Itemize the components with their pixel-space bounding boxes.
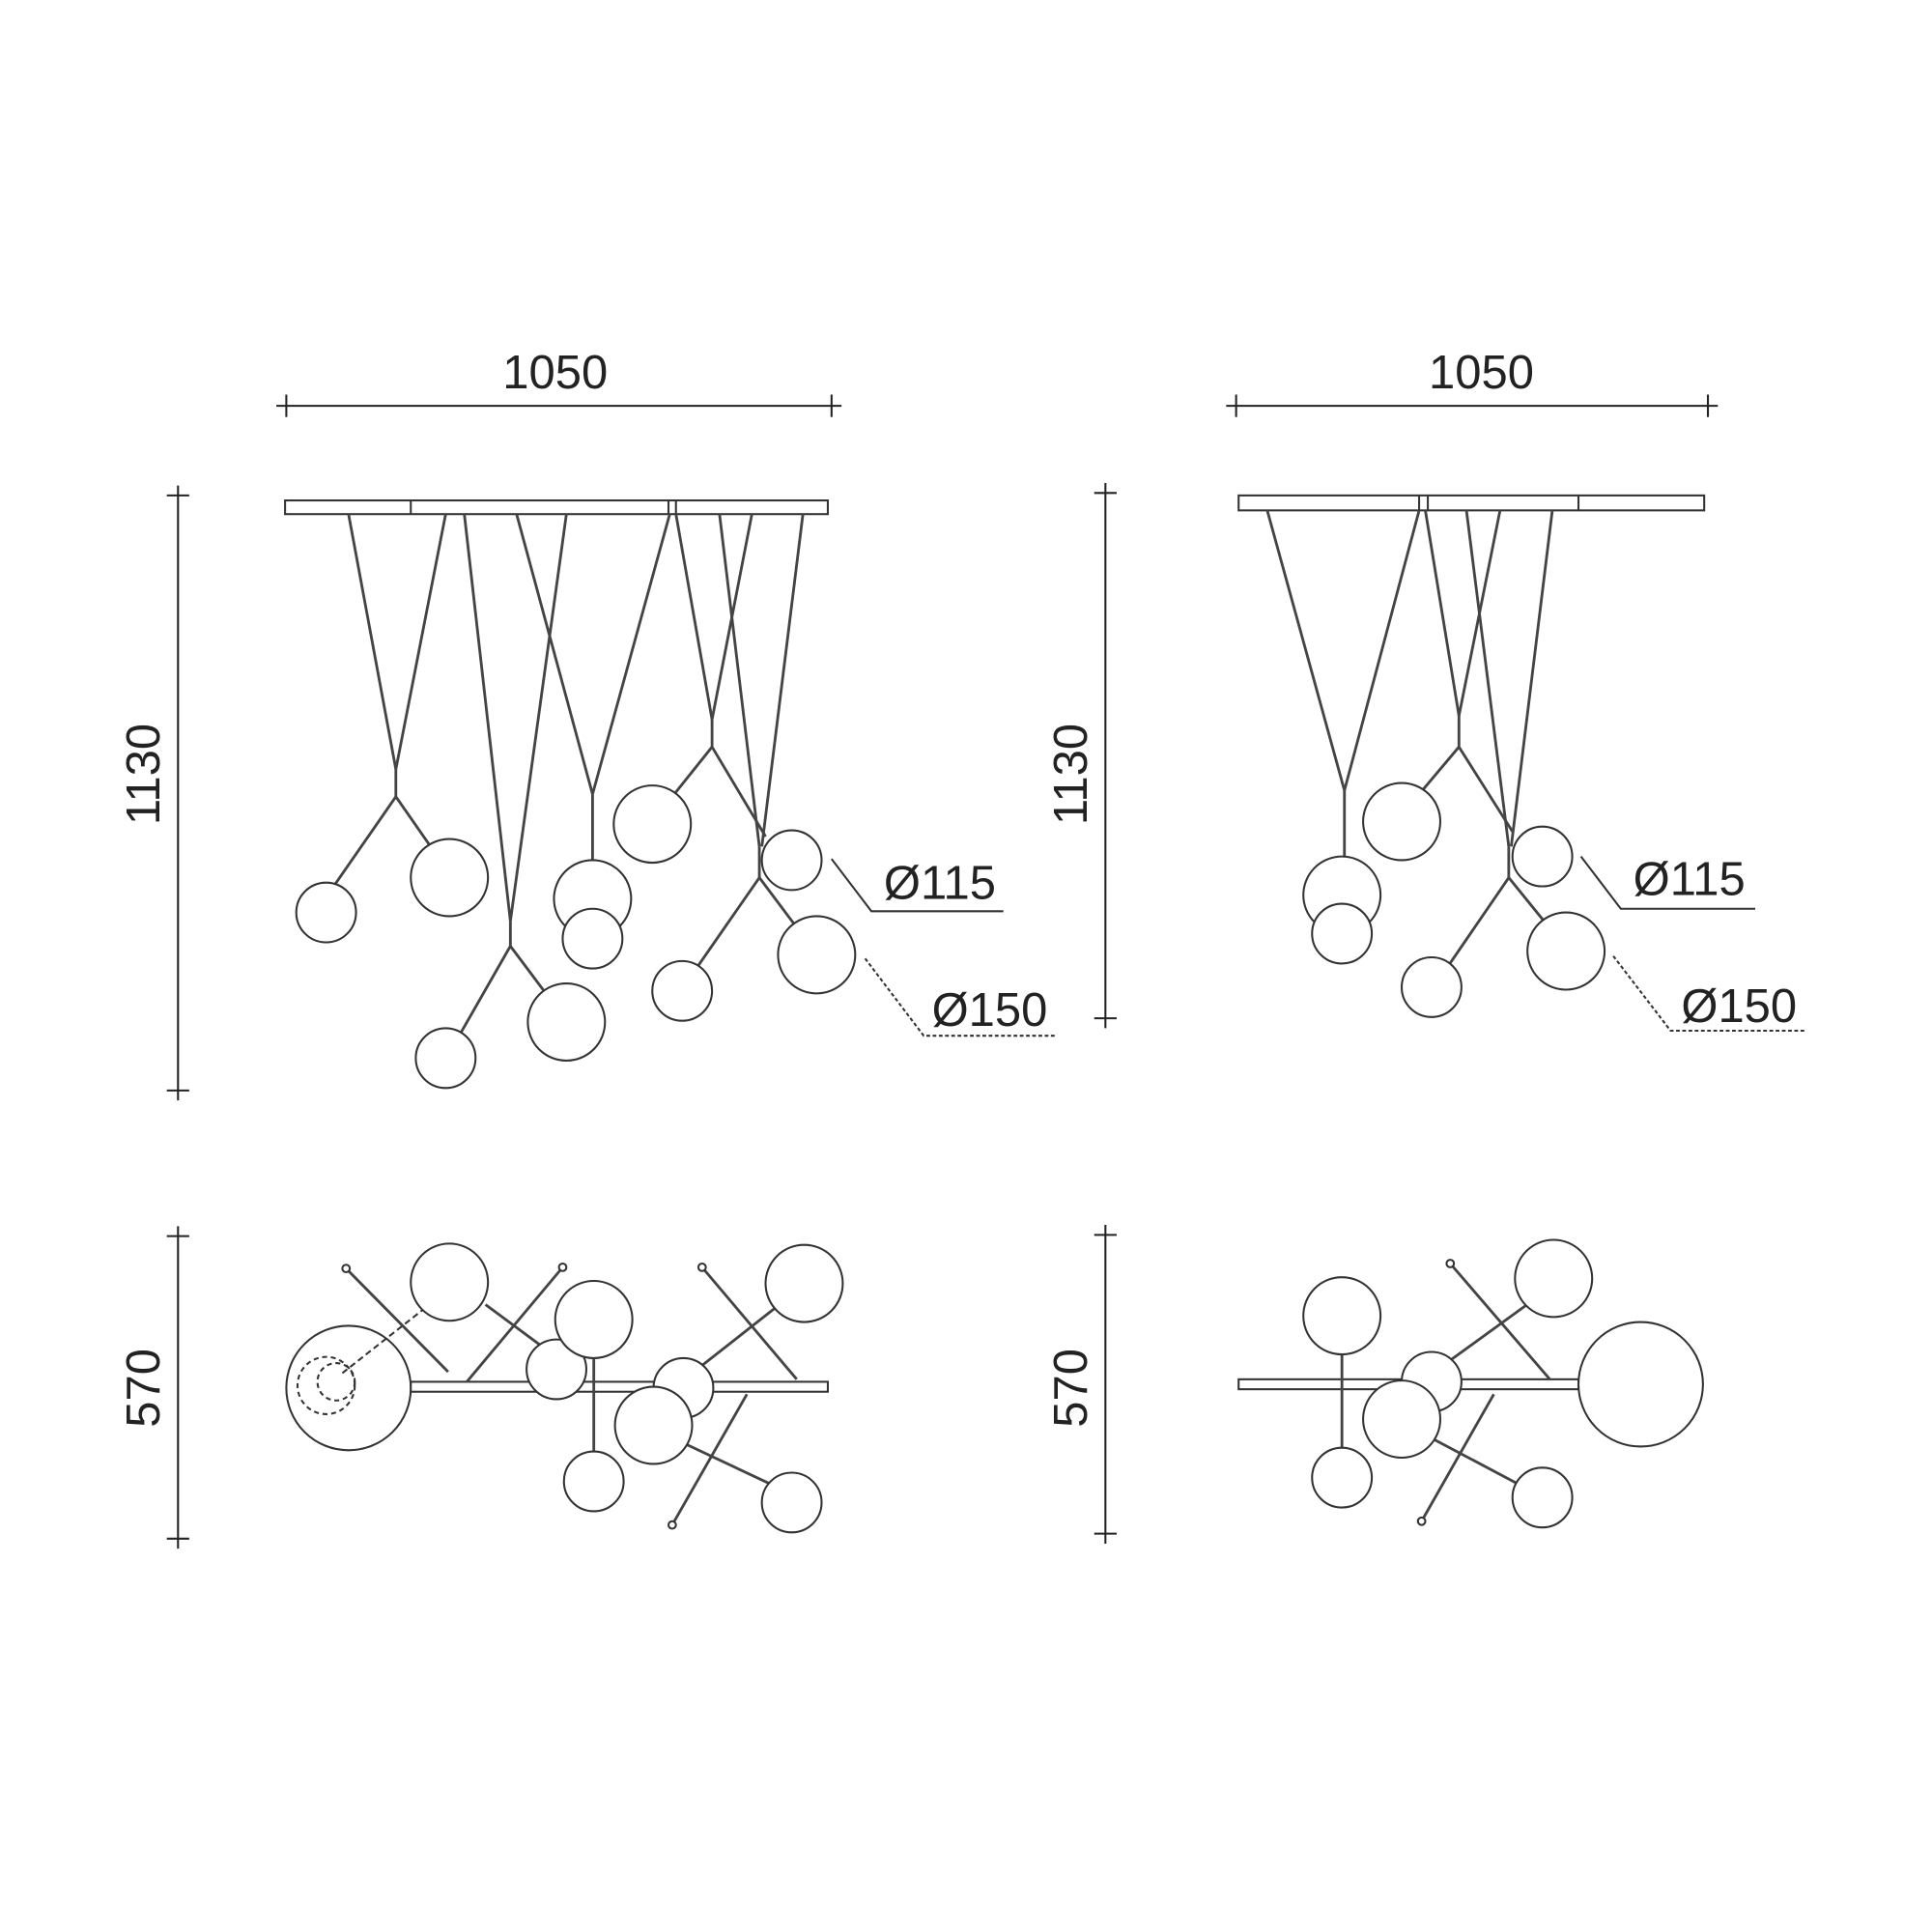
cable-rods [1340, 1259, 1551, 1526]
globe-callouts: Ø115 Ø150 [831, 857, 1056, 1037]
globe-small [1311, 1446, 1374, 1509]
globe-large [777, 915, 857, 995]
globe-large [1302, 1276, 1382, 1356]
small-globe-diameter-label: Ø115 [884, 857, 996, 909]
globe-small [295, 881, 357, 944]
globe-callouts: Ø115 Ø150 [1579, 854, 1805, 1033]
globes [295, 784, 857, 1090]
globe-large [1362, 781, 1442, 862]
width-label: 1050 [502, 347, 608, 399]
ceiling-bar [410, 1380, 829, 1393]
depth-label: 570 [118, 1349, 170, 1428]
globe-large [613, 1385, 694, 1465]
globe-small [562, 1450, 625, 1513]
ceiling-bar [1237, 494, 1706, 512]
left-plan: 570 [118, 1226, 844, 1549]
depth-dimension: 570 [118, 1226, 189, 1549]
globe-small [1511, 1466, 1574, 1529]
globe-small [526, 1338, 587, 1401]
right-plan: 570 [1045, 1225, 1704, 1544]
small-globe-diameter-label: Ø115 [1634, 854, 1746, 906]
globe-large [764, 1243, 844, 1323]
globe-large [526, 982, 607, 1062]
depth-dimension: 570 [1045, 1225, 1117, 1544]
depth-label: 570 [1045, 1349, 1097, 1428]
canopy-disc [1577, 1321, 1704, 1448]
width-dimension: 1050 [276, 347, 842, 417]
canopy-disc [285, 1324, 412, 1452]
width-label: 1050 [1429, 347, 1534, 399]
globe-small [1311, 902, 1374, 965]
suspension-cables [1265, 509, 1554, 847]
globe-large [1362, 1379, 1442, 1460]
height-label: 1130 [118, 724, 170, 825]
globe-large [554, 1280, 634, 1359]
globe-small [760, 829, 823, 892]
suspension-cables [347, 513, 805, 922]
globe-large [410, 838, 490, 918]
globe-large [1514, 1238, 1594, 1319]
globe-large [1526, 911, 1606, 991]
cable-rods [341, 1262, 798, 1530]
large-globe-diameter-label: Ø150 [932, 984, 1048, 1037]
globes [1302, 1238, 1594, 1529]
globe-large [612, 784, 693, 865]
globe-small [1511, 825, 1574, 888]
left-elevation: 1050 1130 [118, 347, 1056, 1101]
hidden-arm [341, 1303, 431, 1375]
height-label: 1130 [1045, 724, 1097, 825]
hidden-canopy-inner [316, 1362, 356, 1402]
globe-small [1401, 955, 1463, 1018]
globe-large [410, 1242, 490, 1322]
pendant-arms [332, 719, 798, 1035]
height-dimension: 1130 [1045, 483, 1117, 1029]
globe-small [561, 907, 624, 970]
globes [1302, 781, 1606, 1018]
globe-small [760, 1471, 823, 1534]
height-dimension: 1130 [118, 485, 189, 1101]
globe-small [414, 1027, 477, 1090]
large-globe-diameter-label: Ø150 [1681, 980, 1797, 1033]
right-elevation: 1050 1130 [1045, 347, 1805, 1033]
width-dimension: 1050 [1226, 347, 1719, 417]
ceiling-bar [284, 499, 829, 516]
globe-small [651, 959, 714, 1022]
globes [410, 1242, 844, 1534]
